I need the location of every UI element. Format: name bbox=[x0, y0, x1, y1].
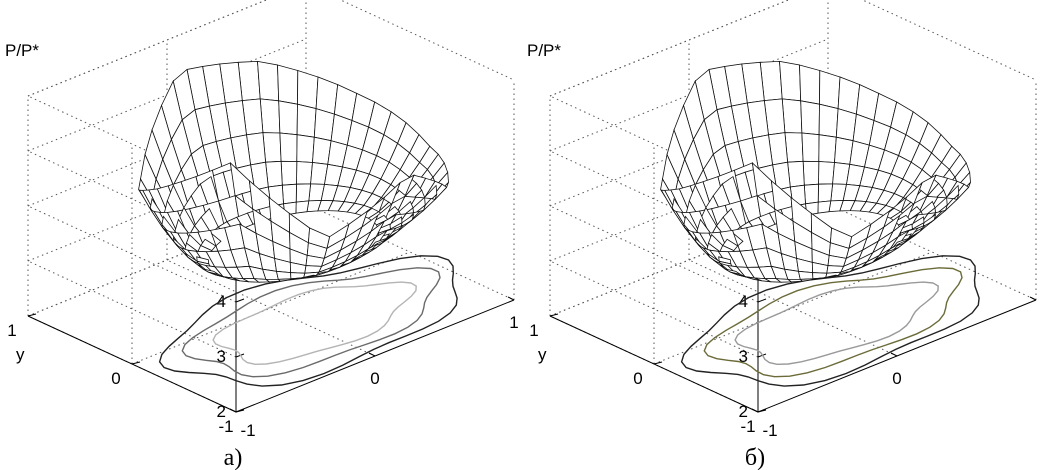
gridline-z-left bbox=[549, 150, 759, 248]
x-tick bbox=[890, 352, 898, 357]
surface-facet bbox=[295, 183, 312, 203]
surface-facet bbox=[295, 200, 310, 214]
x-tick-label: 1 bbox=[509, 313, 518, 332]
contour-line bbox=[680, 255, 980, 387]
gridline-x-floor bbox=[166, 259, 376, 357]
surface-facet bbox=[799, 64, 821, 105]
surface-facet bbox=[781, 98, 803, 134]
surface-facet bbox=[779, 60, 802, 102]
surface-facet bbox=[259, 98, 281, 134]
surface-facet bbox=[819, 69, 841, 110]
surface-wireframe bbox=[138, 60, 449, 283]
surface-facet bbox=[277, 64, 299, 105]
surface-facet bbox=[800, 100, 820, 136]
surface-facet bbox=[817, 183, 834, 203]
x-tick-label: 0 bbox=[892, 369, 901, 388]
x-tick-label: -1 bbox=[762, 421, 777, 440]
surface-facet bbox=[837, 76, 861, 115]
y-tick-label: -1 bbox=[740, 417, 755, 436]
z-tick-label: 3 bbox=[217, 347, 226, 366]
contour-line bbox=[181, 267, 441, 378]
z-tick-label: 2 bbox=[739, 402, 748, 421]
z-tick-label: 2 bbox=[217, 402, 226, 421]
surface-facet bbox=[278, 100, 298, 136]
x-tick bbox=[229, 408, 237, 413]
surface-facet bbox=[315, 76, 339, 115]
y-tick-label: 1 bbox=[7, 321, 16, 340]
x-tick bbox=[368, 352, 376, 357]
surface-facet bbox=[801, 132, 820, 162]
gridline-x-floor bbox=[688, 259, 898, 357]
x-tick bbox=[1029, 296, 1037, 301]
contour-line bbox=[158, 255, 458, 387]
surface-facet bbox=[818, 103, 839, 138]
surface-facet bbox=[797, 270, 814, 280]
box-edge-floor bbox=[305, 203, 515, 301]
surface-facet bbox=[817, 200, 832, 214]
gridline-z-left bbox=[27, 260, 237, 358]
z-axis-label: P/P* bbox=[527, 41, 561, 60]
surface-facet bbox=[262, 132, 282, 163]
surface-facet bbox=[818, 134, 837, 163]
surface-facet bbox=[296, 103, 317, 138]
y-tick bbox=[235, 409, 245, 413]
z-tick-label: 3 bbox=[739, 347, 748, 366]
y-tick bbox=[757, 409, 767, 413]
gridline-z-left bbox=[27, 150, 237, 248]
surface-facet bbox=[296, 161, 313, 185]
x-tick-label: -1 bbox=[240, 421, 255, 440]
box-edge-floor bbox=[827, 203, 1037, 301]
z-tick bbox=[235, 298, 245, 303]
y-tick-label: -1 bbox=[218, 417, 233, 436]
y-tick-label: 0 bbox=[111, 369, 120, 388]
surface-facet bbox=[297, 69, 319, 110]
surface-facet bbox=[774, 278, 793, 283]
surface-facet bbox=[275, 270, 292, 280]
box-edge-top bbox=[339, 0, 515, 81]
y-tick-label: 0 bbox=[633, 369, 642, 388]
gridline-z-left bbox=[549, 95, 759, 193]
y-tick bbox=[653, 361, 663, 365]
x-tick-label: 0 bbox=[370, 369, 379, 388]
surface-facet bbox=[784, 132, 804, 163]
gridline-z-left bbox=[549, 205, 759, 303]
box-edge-top bbox=[861, 0, 1037, 81]
z-tick bbox=[757, 298, 767, 303]
z-axis-label: P/P* bbox=[5, 41, 39, 60]
gridline-z-left bbox=[27, 205, 237, 303]
surface-facet bbox=[252, 278, 271, 283]
surface-facet bbox=[279, 132, 298, 162]
contour-line bbox=[703, 267, 963, 378]
y-axis-label: y bbox=[16, 345, 25, 364]
panel-caption: а) bbox=[224, 445, 243, 470]
surface-facet bbox=[803, 183, 819, 205]
y-axis-label: y bbox=[538, 345, 547, 364]
surface-wireframe bbox=[660, 60, 971, 283]
y-tick bbox=[131, 361, 141, 365]
y-tick bbox=[27, 313, 37, 317]
surface-facet bbox=[818, 161, 835, 185]
surface-facet bbox=[802, 160, 820, 186]
panel-caption: б) bbox=[745, 445, 765, 470]
y-tick bbox=[549, 313, 559, 317]
surface-facet bbox=[257, 60, 280, 102]
gridline-z-left bbox=[27, 95, 237, 193]
gridline-z-left bbox=[549, 260, 759, 358]
x-tick bbox=[751, 408, 759, 413]
surface-facet bbox=[281, 183, 297, 205]
surface-facet bbox=[280, 160, 298, 186]
contour-line bbox=[212, 281, 417, 366]
x-tick bbox=[507, 296, 515, 301]
surface-facet bbox=[296, 134, 315, 163]
contour-line bbox=[734, 281, 939, 366]
y-tick-label: 1 bbox=[529, 321, 538, 340]
